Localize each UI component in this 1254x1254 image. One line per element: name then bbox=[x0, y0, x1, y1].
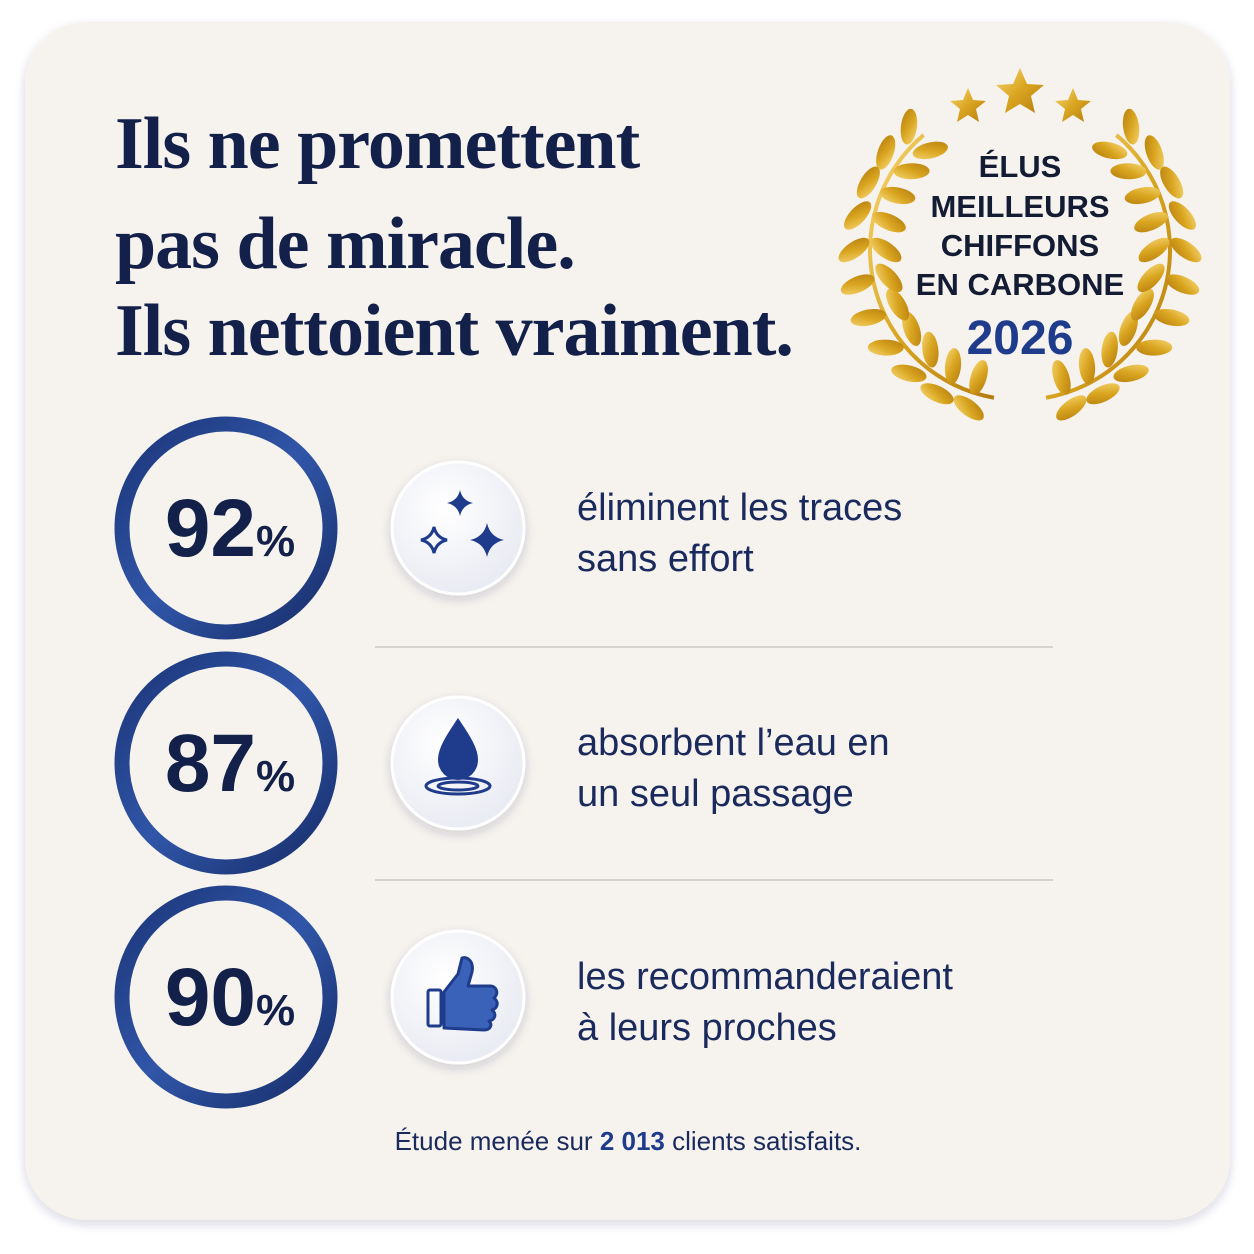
laurel-leaf bbox=[867, 339, 904, 356]
laurel-leaf bbox=[922, 331, 939, 368]
laurel-leaf bbox=[1086, 383, 1120, 405]
icon-sparkle bbox=[420, 526, 448, 554]
laurel-leaf bbox=[1110, 163, 1147, 180]
laurel-leaf bbox=[1168, 201, 1196, 230]
laurel-stem bbox=[868, 133, 995, 400]
stat-ring bbox=[114, 885, 338, 1109]
stat-ring bbox=[114, 651, 338, 875]
laurel-leaf bbox=[912, 141, 948, 160]
badge-year: 2026 bbox=[967, 312, 1074, 365]
laurel-leaf bbox=[1078, 348, 1096, 384]
laurel-leaf bbox=[900, 108, 918, 145]
star bbox=[950, 88, 986, 122]
stat-value: 90 bbox=[165, 952, 256, 1043]
title-line: Ils nettoient vraiment. bbox=[115, 290, 793, 372]
laurel-leaf bbox=[838, 237, 870, 263]
laurel-leaf bbox=[1052, 360, 1071, 395]
badge-line: CHIFFONS bbox=[941, 228, 1099, 263]
stat-unit: % bbox=[256, 517, 295, 566]
icon-sparkle bbox=[447, 490, 473, 516]
stat-number: 92% bbox=[165, 483, 295, 574]
laurel-leaf bbox=[1144, 135, 1164, 170]
laurel-leaf bbox=[1092, 141, 1128, 160]
stat-value: 87 bbox=[165, 718, 256, 809]
icon-thumb bbox=[442, 956, 499, 1032]
laurel-leaf bbox=[886, 288, 910, 321]
icon-ripple bbox=[436, 780, 480, 792]
laurel-leaf bbox=[920, 383, 954, 405]
laurel-leaf bbox=[875, 263, 903, 293]
laurel-leaf bbox=[1153, 308, 1190, 327]
stat-text: éliminent les traces bbox=[577, 487, 902, 529]
laurel-leaf bbox=[1170, 237, 1202, 263]
footer-text: clients satisfaits. bbox=[665, 1126, 862, 1156]
star bbox=[996, 68, 1044, 113]
laurel-leaf bbox=[1122, 108, 1140, 145]
stat-number: 87% bbox=[165, 718, 295, 809]
stat-text: un seul passage bbox=[577, 773, 854, 815]
stat-number: 90% bbox=[165, 952, 295, 1043]
laurel-leaf bbox=[850, 308, 887, 327]
laurel-leaf bbox=[891, 364, 927, 383]
stars bbox=[950, 68, 1091, 122]
laurel-leaf bbox=[953, 395, 984, 421]
laurel-leaf bbox=[870, 237, 902, 263]
laurel-leaf bbox=[1160, 166, 1184, 199]
laurel-leaf bbox=[1165, 274, 1200, 295]
laurel-leaf bbox=[969, 360, 988, 395]
laurel-leaf bbox=[1130, 288, 1154, 321]
stat-text: sans effort bbox=[577, 538, 754, 580]
stat-value: 92 bbox=[165, 483, 256, 574]
laurel-stem bbox=[1045, 133, 1172, 400]
laurel-leaf bbox=[902, 311, 922, 346]
laurel-leaf bbox=[840, 274, 875, 295]
laurel bbox=[838, 108, 1202, 421]
laurel-leaf bbox=[1118, 311, 1138, 346]
laurel-leaf bbox=[876, 135, 896, 170]
badge-line: EN CARBONE bbox=[916, 267, 1124, 302]
badge-line: MEILLEURS bbox=[930, 189, 1109, 224]
laurel-leaf bbox=[1134, 211, 1168, 233]
icon-drop bbox=[438, 718, 478, 780]
title-line: pas de miracle. bbox=[115, 203, 575, 285]
icon-ripple bbox=[424, 776, 492, 796]
icon-circle bbox=[390, 460, 526, 596]
card bbox=[25, 22, 1230, 1220]
stat-text: les recommanderaient bbox=[577, 956, 953, 998]
laurel-leaf bbox=[1136, 339, 1173, 356]
laurel-leaf bbox=[1056, 395, 1087, 421]
stats: 92% éliminent les traces sans effort 87% abs… bbox=[114, 416, 953, 1109]
footer: Étude menée sur 2 013 clients satisfaits… bbox=[395, 1126, 862, 1156]
laurel-leaf bbox=[1113, 364, 1149, 383]
stat-text: à leurs proches bbox=[577, 1007, 837, 1049]
title-line: Ils ne promettent bbox=[115, 103, 641, 185]
laurel-leaf bbox=[844, 201, 872, 230]
laurel-leaf bbox=[1138, 237, 1170, 263]
icon-sparkle bbox=[470, 523, 504, 557]
star bbox=[1055, 88, 1091, 122]
laurel-leaf bbox=[893, 163, 930, 180]
laurel-leaf bbox=[1137, 263, 1165, 293]
badge-line: ÉLUS bbox=[979, 149, 1062, 184]
stat-text: absorbent l’eau en bbox=[577, 722, 890, 764]
icon-cuff bbox=[426, 988, 443, 1028]
laurel-leaf bbox=[944, 348, 962, 384]
footer-text: Étude menée sur bbox=[395, 1126, 600, 1156]
laurel-leaf bbox=[1101, 331, 1118, 368]
laurel-leaf bbox=[879, 186, 916, 205]
laurel-leaf bbox=[1124, 186, 1161, 205]
stat-ring bbox=[114, 416, 338, 640]
stat-unit: % bbox=[256, 986, 295, 1035]
stat-unit: % bbox=[256, 752, 295, 801]
laurel-leaf bbox=[872, 211, 906, 233]
laurel-leaf bbox=[856, 166, 880, 199]
footer-highlight: 2 013 bbox=[600, 1126, 665, 1156]
